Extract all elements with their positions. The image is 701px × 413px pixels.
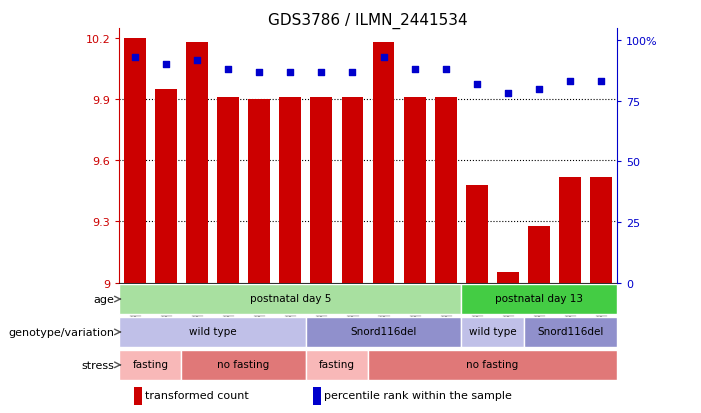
Point <box>471 81 482 88</box>
Bar <box>119 285 461 314</box>
Bar <box>280 98 301 283</box>
Bar <box>313 387 321 405</box>
Text: transformed count: transformed count <box>145 390 249 400</box>
Point <box>129 55 140 61</box>
Text: wild type: wild type <box>469 327 516 337</box>
Bar <box>529 226 550 283</box>
Bar <box>186 43 207 283</box>
Bar <box>155 90 177 283</box>
Point <box>503 91 514 97</box>
Bar <box>124 39 146 283</box>
Bar <box>217 98 239 283</box>
Point <box>564 79 576 85</box>
Point <box>285 69 296 76</box>
Bar <box>306 317 461 347</box>
Text: genotype/variation: genotype/variation <box>8 327 114 337</box>
Text: Snord116del: Snord116del <box>537 327 604 337</box>
Bar <box>119 317 306 347</box>
Bar <box>466 185 488 283</box>
Text: fasting: fasting <box>132 359 168 369</box>
Bar <box>306 350 368 380</box>
Bar <box>435 98 456 283</box>
Text: postnatal day 5: postnatal day 5 <box>250 294 331 304</box>
Bar <box>368 350 617 380</box>
Bar <box>524 317 617 347</box>
Point <box>254 69 265 76</box>
Point <box>378 55 389 61</box>
Bar <box>497 273 519 283</box>
Point <box>533 86 545 93</box>
Bar <box>119 350 182 380</box>
Text: no fasting: no fasting <box>466 359 519 369</box>
Text: fasting: fasting <box>319 359 355 369</box>
Point <box>347 69 358 76</box>
Bar <box>461 285 617 314</box>
Point <box>161 62 172 69</box>
Text: percentile rank within the sample: percentile rank within the sample <box>325 390 512 400</box>
Bar <box>311 98 332 283</box>
Text: age: age <box>93 294 114 304</box>
Point <box>409 67 421 74</box>
Text: postnatal day 13: postnatal day 13 <box>495 294 583 304</box>
Title: GDS3786 / ILMN_2441534: GDS3786 / ILMN_2441534 <box>268 13 468 29</box>
Bar <box>590 177 612 283</box>
Point <box>222 67 233 74</box>
Bar <box>373 43 395 283</box>
Bar <box>341 98 363 283</box>
Point <box>596 79 607 85</box>
Text: stress: stress <box>81 360 114 370</box>
Point <box>315 69 327 76</box>
Bar <box>461 317 524 347</box>
Bar <box>404 98 426 283</box>
Bar <box>559 177 581 283</box>
Text: no fasting: no fasting <box>217 359 270 369</box>
Point <box>191 57 203 64</box>
Bar <box>248 100 270 283</box>
Point <box>440 67 451 74</box>
Bar <box>182 350 306 380</box>
Text: Snord116del: Snord116del <box>350 327 417 337</box>
Text: wild type: wild type <box>189 327 236 337</box>
Bar <box>134 387 142 405</box>
